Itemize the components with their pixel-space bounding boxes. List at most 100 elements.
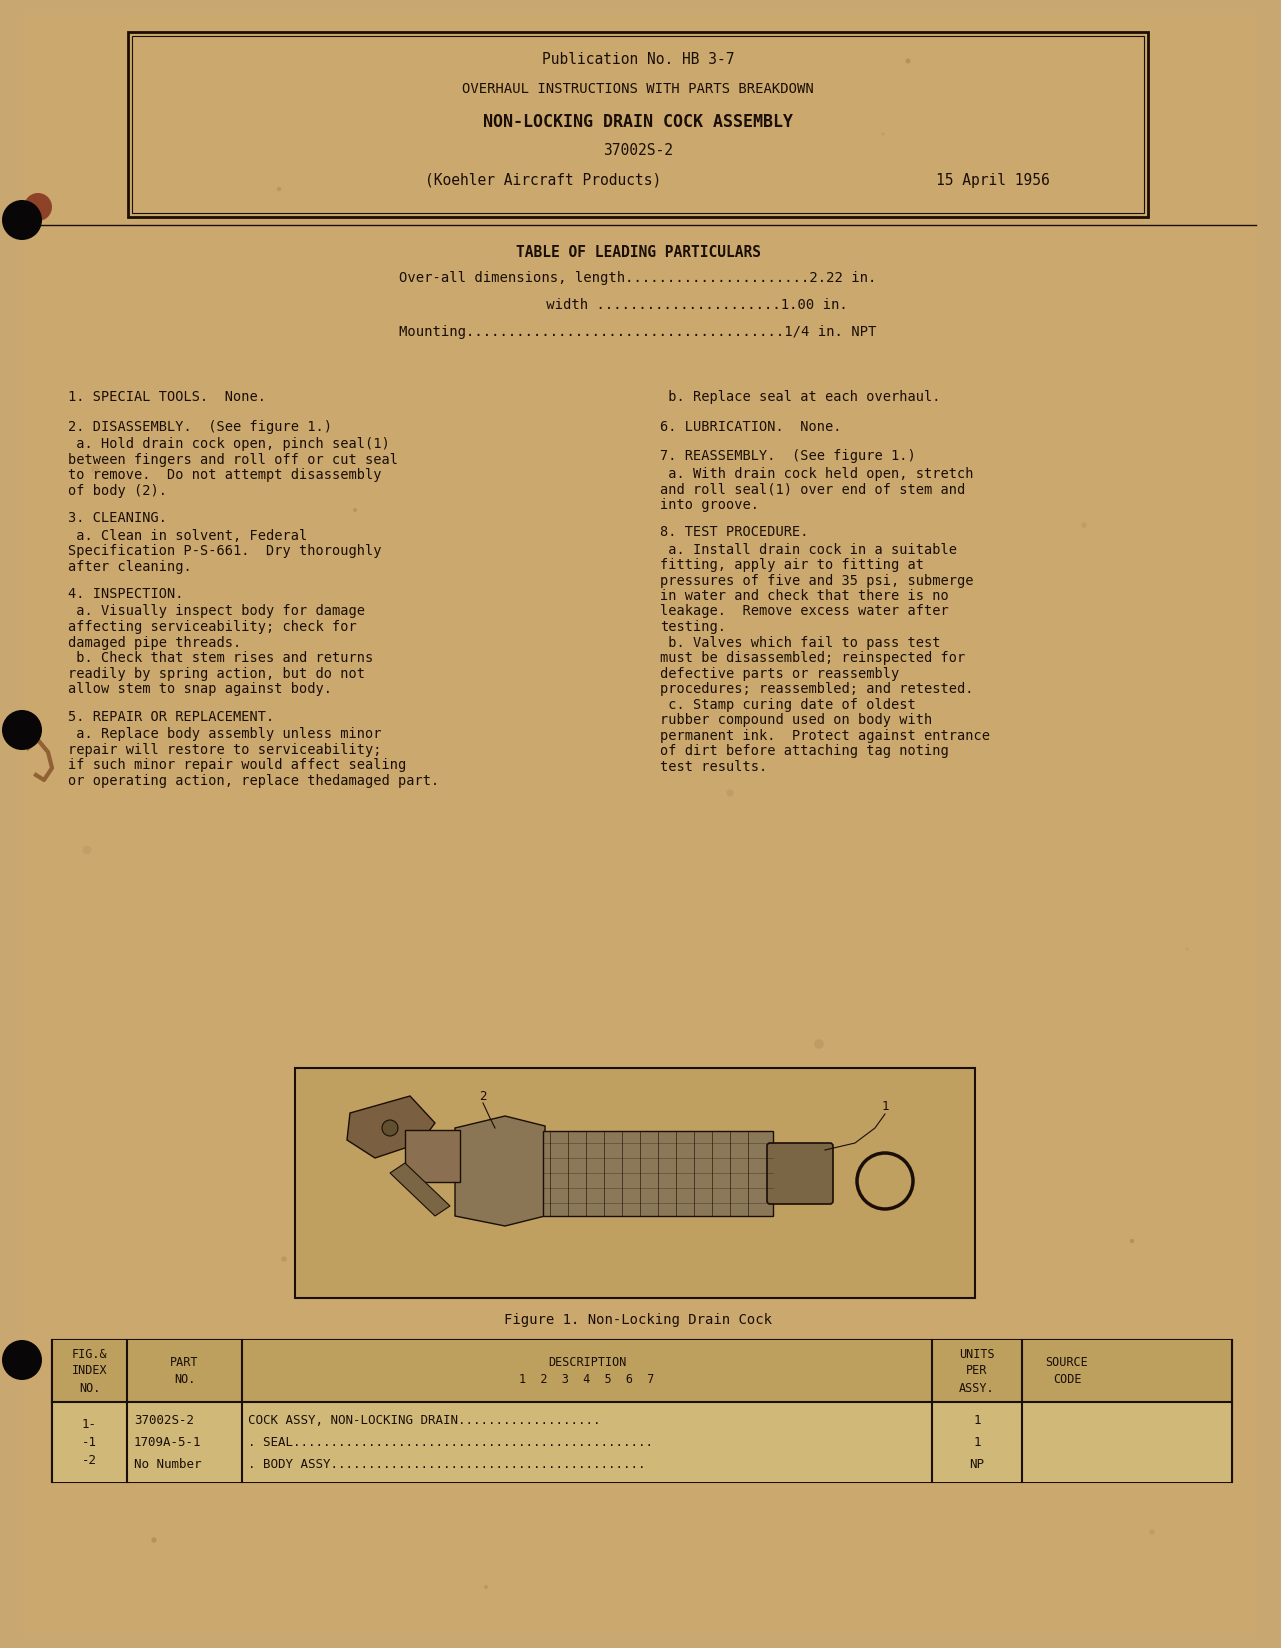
Text: width ......................1.00 in.: width ......................1.00 in.	[429, 298, 847, 311]
Bar	[128, 31, 1148, 218]
Text: into groove.: into groove.	[660, 498, 760, 511]
Text: 1709A-5-1: 1709A-5-1	[135, 1435, 201, 1449]
Polygon shape	[389, 1163, 450, 1216]
Text: . BODY ASSY..........................................: . BODY ASSY.............................…	[249, 1458, 646, 1472]
Polygon shape	[455, 1116, 544, 1226]
Text: Specification P-S-661.  Dry thoroughly: Specification P-S-661. Dry thoroughly	[68, 544, 382, 559]
Text: allow stem to snap against body.: allow stem to snap against body.	[68, 682, 332, 695]
Circle shape	[3, 199, 42, 241]
Text: NP: NP	[970, 1458, 985, 1472]
Circle shape	[484, 1585, 488, 1589]
Circle shape	[815, 1040, 824, 1048]
Text: a. Replace body assembly unless minor: a. Replace body assembly unless minor	[68, 727, 382, 742]
Bar	[132, 36, 1144, 213]
Circle shape	[1185, 948, 1189, 951]
Circle shape	[91, 465, 100, 473]
Polygon shape	[347, 1096, 436, 1159]
Circle shape	[151, 1538, 156, 1543]
Bar	[295, 1068, 975, 1299]
Text: c. Stamp curing date of oldest: c. Stamp curing date of oldest	[660, 697, 916, 712]
Text: leakage.  Remove excess water after: leakage. Remove excess water after	[660, 605, 949, 618]
Circle shape	[1081, 522, 1086, 527]
Text: UNITS
PER
ASSY.: UNITS PER ASSY.	[959, 1348, 995, 1394]
Circle shape	[1149, 1529, 1154, 1534]
Text: b. Valves which fail to pass test: b. Valves which fail to pass test	[660, 636, 940, 649]
Text: 15 April 1956: 15 April 1956	[936, 173, 1050, 188]
Circle shape	[1130, 1239, 1134, 1243]
Text: 3. CLEANING.: 3. CLEANING.	[68, 511, 167, 526]
Text: b. Check that stem rises and returns: b. Check that stem rises and returns	[68, 651, 373, 666]
Circle shape	[277, 186, 282, 191]
FancyBboxPatch shape	[767, 1144, 833, 1205]
Circle shape	[382, 1121, 398, 1135]
Text: if such minor repair would affect sealing: if such minor repair would affect sealin…	[68, 758, 406, 771]
Text: 1: 1	[974, 1414, 981, 1427]
Text: a. Install drain cock in a suitable: a. Install drain cock in a suitable	[660, 542, 957, 557]
Text: testing.: testing.	[660, 620, 726, 634]
Text: a. Clean in solvent, Federal: a. Clean in solvent, Federal	[68, 529, 307, 542]
Text: pressures of five and 35 psi, submerge: pressures of five and 35 psi, submerge	[660, 574, 974, 587]
Text: 2. DISASSEMBLY.  (See figure 1.): 2. DISASSEMBLY. (See figure 1.)	[68, 420, 332, 433]
Text: Over-all dimensions, length......................2.22 in.: Over-all dimensions, length.............…	[400, 270, 876, 285]
Bar	[53, 1402, 1232, 1482]
Text: . SEAL................................................: . SEAL..................................…	[249, 1435, 653, 1449]
Text: 4. INSPECTION.: 4. INSPECTION.	[68, 587, 183, 602]
Circle shape	[24, 193, 53, 221]
Text: TABLE OF LEADING PARTICULARS: TABLE OF LEADING PARTICULARS	[515, 244, 761, 259]
Text: 2: 2	[479, 1089, 487, 1103]
Bar	[53, 1340, 1232, 1482]
Circle shape	[281, 1256, 287, 1262]
Text: b. Replace seal at each overhaul.: b. Replace seal at each overhaul.	[660, 391, 940, 404]
Circle shape	[906, 59, 911, 64]
Text: 37002S-2: 37002S-2	[603, 142, 673, 158]
Text: of dirt before attaching tag noting: of dirt before attaching tag noting	[660, 743, 949, 758]
Circle shape	[726, 789, 734, 796]
Text: Mounting......................................1/4 in. NPT: Mounting................................…	[400, 325, 876, 339]
Text: fitting, apply air to fitting at: fitting, apply air to fitting at	[660, 559, 924, 572]
Text: permanent ink.  Protect against entrance: permanent ink. Protect against entrance	[660, 728, 990, 743]
Text: COCK ASSY, NON-LOCKING DRAIN...................: COCK ASSY, NON-LOCKING DRAIN............…	[249, 1414, 601, 1427]
Text: No Number: No Number	[135, 1458, 201, 1472]
Circle shape	[798, 1104, 803, 1109]
Text: FIG.&
INDEX
NO.: FIG.& INDEX NO.	[72, 1348, 108, 1394]
Circle shape	[3, 710, 42, 750]
Circle shape	[3, 1340, 42, 1379]
Text: 1: 1	[974, 1435, 981, 1449]
Circle shape	[678, 1076, 684, 1083]
Text: affecting serviceability; check for: affecting serviceability; check for	[68, 620, 356, 634]
Text: NON-LOCKING DRAIN COCK ASSEMBLY: NON-LOCKING DRAIN COCK ASSEMBLY	[483, 114, 793, 130]
Text: must be disassembled; reinspected for: must be disassembled; reinspected for	[660, 651, 966, 666]
Text: a. Visually inspect body for damage: a. Visually inspect body for damage	[68, 605, 365, 618]
Text: repair will restore to serviceability;: repair will restore to serviceability;	[68, 743, 382, 756]
Text: 8. TEST PROCEDURE.: 8. TEST PROCEDURE.	[660, 526, 808, 539]
Text: readily by spring action, but do not: readily by spring action, but do not	[68, 666, 365, 681]
Text: Figure 1. Non-Locking Drain Cock: Figure 1. Non-Locking Drain Cock	[503, 1313, 772, 1327]
Text: rubber compound used on body with: rubber compound used on body with	[660, 714, 933, 727]
Circle shape	[354, 508, 357, 513]
Text: 5. REPAIR OR REPLACEMENT.: 5. REPAIR OR REPLACEMENT.	[68, 710, 274, 723]
Circle shape	[146, 758, 150, 763]
Bar	[53, 1340, 1232, 1402]
Text: OVERHAUL INSTRUCTIONS WITH PARTS BREAKDOWN: OVERHAUL INSTRUCTIONS WITH PARTS BREAKDO…	[462, 82, 813, 96]
Text: 1-
-1
-2: 1- -1 -2	[82, 1417, 97, 1467]
Text: and roll seal(1) over end of stem and: and roll seal(1) over end of stem and	[660, 481, 966, 496]
Text: damaged pipe threads.: damaged pipe threads.	[68, 636, 241, 649]
Text: after cleaning.: after cleaning.	[68, 560, 192, 574]
Text: DESCRIPTION
1  2  3  4  5  6  7: DESCRIPTION 1 2 3 4 5 6 7	[519, 1356, 655, 1386]
Text: in water and check that there is no: in water and check that there is no	[660, 588, 949, 603]
Text: a. With drain cock held open, stretch: a. With drain cock held open, stretch	[660, 466, 974, 481]
Circle shape	[671, 1460, 676, 1465]
Text: 1: 1	[881, 1099, 889, 1112]
Text: 7. REASSEMBLY.  (See figure 1.): 7. REASSEMBLY. (See figure 1.)	[660, 448, 916, 463]
Text: 37002S-2: 37002S-2	[135, 1414, 193, 1427]
Text: a. Hold drain cock open, pinch seal(1): a. Hold drain cock open, pinch seal(1)	[68, 437, 389, 452]
Bar	[543, 1131, 772, 1216]
Circle shape	[881, 132, 885, 135]
Text: defective parts or reassembly: defective parts or reassembly	[660, 666, 899, 681]
Circle shape	[83, 845, 91, 854]
Text: test results.: test results.	[660, 760, 767, 773]
Text: of body (2).: of body (2).	[68, 483, 167, 498]
Text: SOURCE
CODE: SOURCE CODE	[1045, 1356, 1089, 1386]
Circle shape	[266, 552, 272, 557]
Text: between fingers and roll off or cut seal: between fingers and roll off or cut seal	[68, 453, 398, 466]
